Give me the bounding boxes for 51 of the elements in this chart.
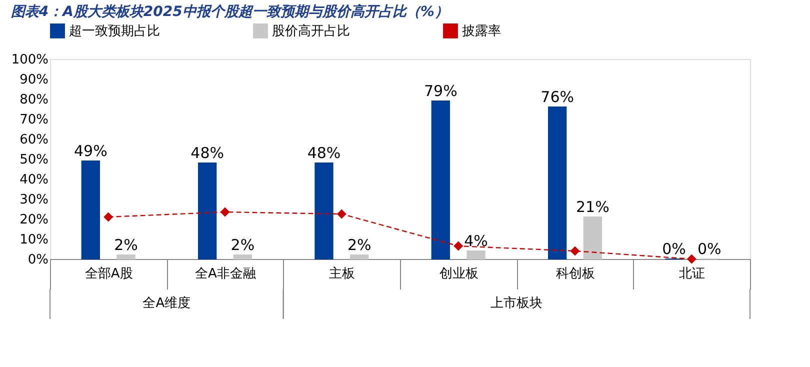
data-label: 4% (464, 232, 488, 250)
bar (466, 250, 486, 260)
y-tick-label: 10% (20, 232, 48, 248)
x-tick-label: 北证 (679, 266, 706, 282)
y-tick-label: 90% (20, 72, 48, 88)
legend-label: 披露率 (462, 22, 501, 39)
y-tick-label: 0% (28, 252, 48, 268)
data-label: 0% (662, 240, 686, 258)
data-label: 2% (347, 236, 372, 254)
y-tick-label: 60% (20, 132, 48, 148)
data-label: 79% (424, 82, 458, 100)
y-tick-label: 40% (20, 172, 48, 188)
bar (116, 254, 136, 260)
y-tick-label: 30% (20, 192, 48, 208)
x-tick-label: 主板 (329, 266, 356, 282)
data-label: 49% (74, 142, 108, 160)
data-label: 2% (230, 236, 255, 254)
data-label: 2% (114, 236, 138, 254)
data-label: 48% (307, 144, 341, 162)
bar (431, 100, 450, 260)
bar (350, 254, 369, 260)
point (570, 246, 580, 256)
y-tick-label: 70% (20, 112, 48, 128)
point (686, 254, 696, 264)
bar (198, 162, 217, 260)
data-label: 48% (190, 144, 224, 162)
point (104, 212, 114, 222)
data-label: 76% (540, 88, 574, 106)
bar (81, 160, 100, 260)
bar (233, 254, 252, 260)
bar (314, 162, 334, 260)
point (220, 207, 230, 217)
text: 上市板块 (490, 296, 543, 311)
data-label: 0% (697, 240, 722, 258)
y-tick-label: 80% (20, 92, 48, 108)
bar (583, 216, 602, 260)
legend-label: 股价高开占比 (272, 22, 350, 39)
text: 全A维度 (142, 295, 191, 311)
chart-title: 图表4：A股大类板块2025中报个股超一致预期与股价高开占比（%） (10, 3, 448, 20)
x-tick-label: 全A非金融 (195, 266, 256, 282)
data-label: 21% (576, 198, 610, 216)
y-tick-label: 100% (11, 52, 48, 68)
x-tick-label: 全部A股 (84, 266, 133, 282)
x-tick-label: 创业板 (439, 266, 478, 282)
y-tick-label: 20% (20, 212, 48, 228)
y-tick-label: 50% (20, 152, 48, 168)
point (336, 209, 346, 219)
legend-label: 超一致预期占比 (69, 24, 160, 39)
bar (548, 106, 567, 260)
x-tick-label: 科创板 (556, 266, 595, 282)
point (454, 241, 464, 251)
